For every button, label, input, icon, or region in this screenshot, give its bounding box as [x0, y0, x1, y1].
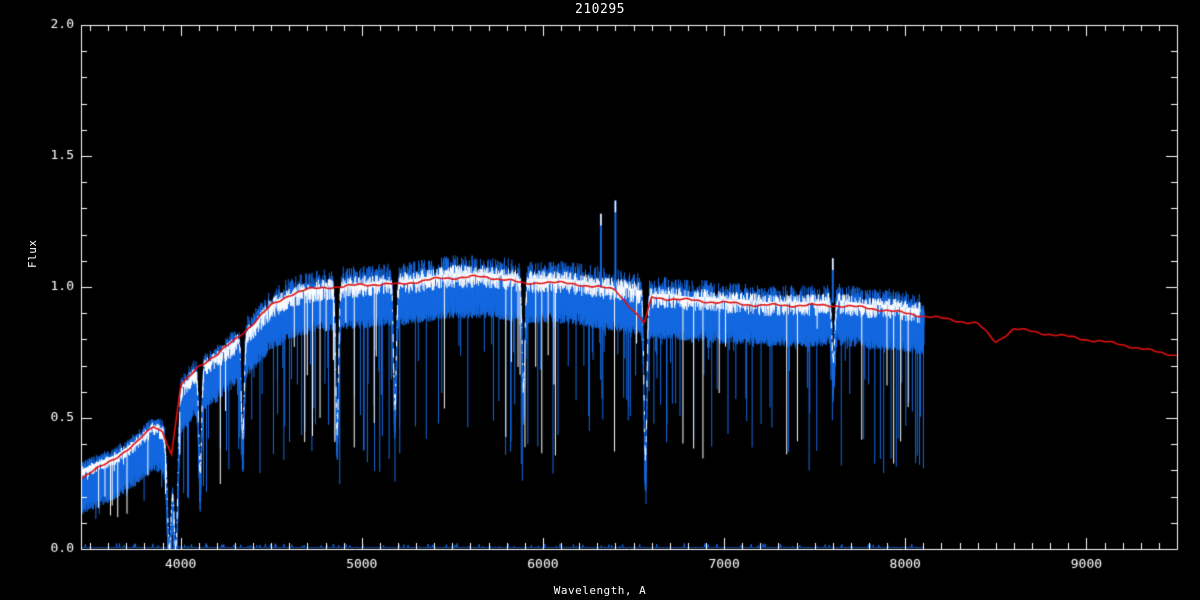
spectrum-canvas	[0, 0, 1200, 600]
spectrum-plot-figure: 210295 Wavelength, A Flux	[0, 0, 1200, 600]
